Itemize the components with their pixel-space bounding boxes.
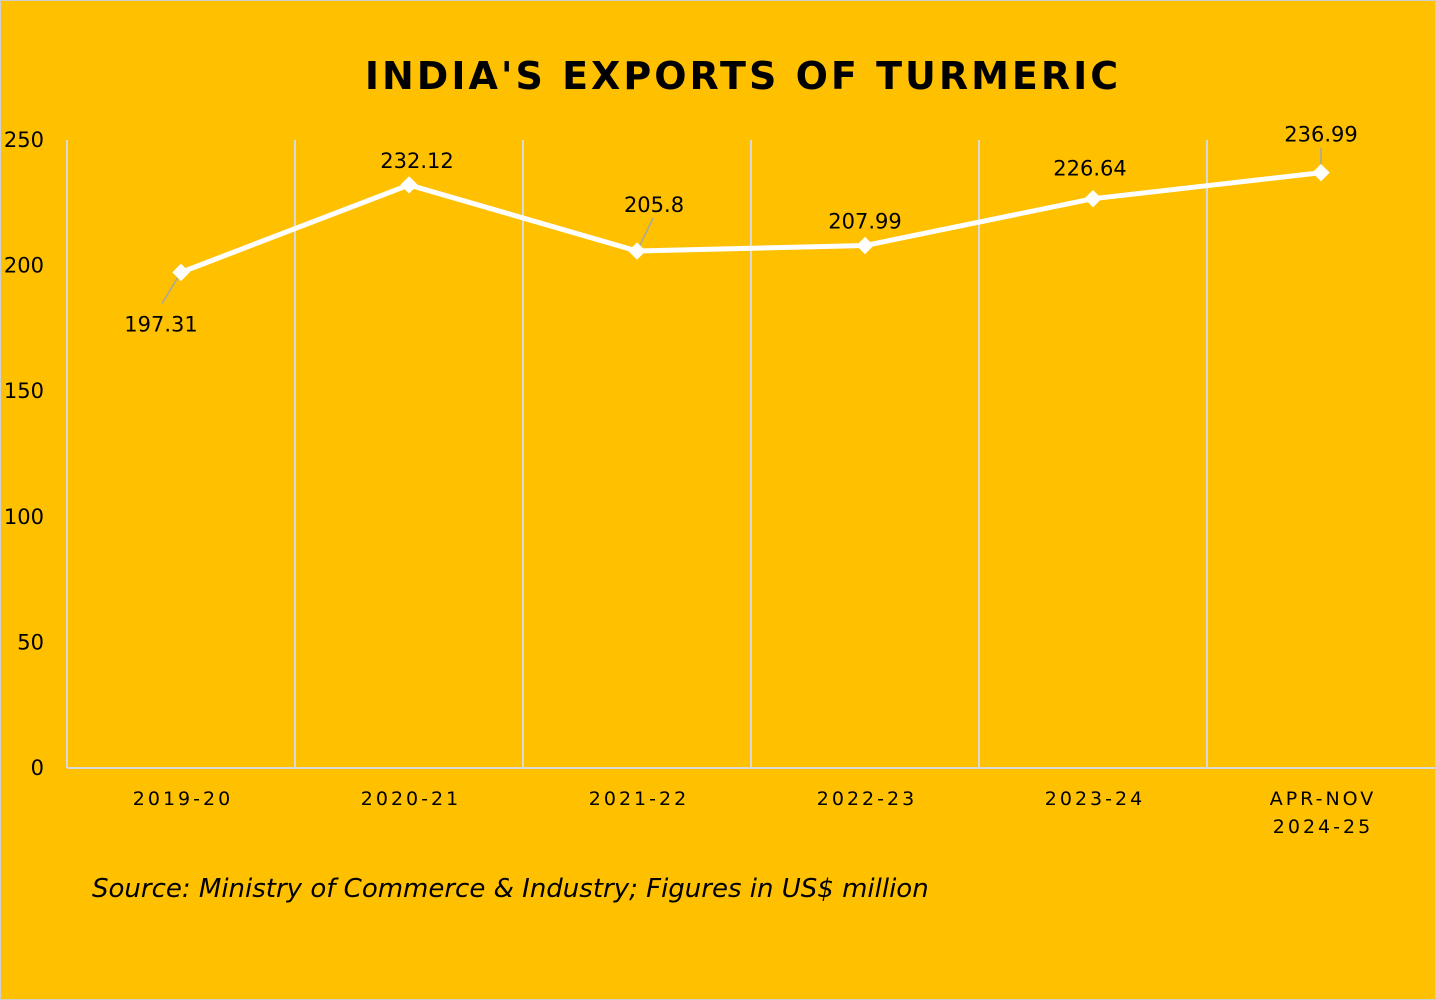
x-tick-label: 2019-20 <box>133 788 233 810</box>
series-line <box>180 170 1322 275</box>
data-point-marker <box>1312 163 1330 182</box>
data-point-marker <box>856 236 874 255</box>
y-tick-label: 200 <box>4 254 44 278</box>
data-label: 232.12 <box>380 149 453 173</box>
data-label: 205.8 <box>624 193 684 217</box>
y-tick-label: 100 <box>4 505 44 529</box>
y-tick-label: 50 <box>17 630 44 654</box>
data-label: 236.99 <box>1284 123 1357 147</box>
source-note: Source: Ministry of Commerce & Industry;… <box>92 874 929 904</box>
chart-title: INDIA'S EXPORTS OF TURMERIC <box>365 54 1121 98</box>
x-tick-label: 2020-21 <box>361 788 461 810</box>
data-label: 197.31 <box>124 312 197 336</box>
data-point-marker <box>628 242 646 260</box>
data-point-marker <box>400 176 418 194</box>
y-tick-label: 250 <box>4 128 44 152</box>
data-label: 207.99 <box>828 210 901 234</box>
y-tick-label: 150 <box>4 379 44 403</box>
x-tick-label: 2021-22 <box>589 788 689 810</box>
data-label: 226.64 <box>1053 157 1126 181</box>
data-point-marker <box>172 263 190 282</box>
data-point-marker <box>1084 189 1102 208</box>
x-tick-label: APR-NOV <box>1270 788 1377 810</box>
x-tick-label: 2024-25 <box>1273 816 1373 838</box>
x-tick-label: 2023-24 <box>1045 788 1145 810</box>
y-tick-label: 0 <box>31 756 44 780</box>
x-tick-label: 2022-23 <box>817 788 917 810</box>
